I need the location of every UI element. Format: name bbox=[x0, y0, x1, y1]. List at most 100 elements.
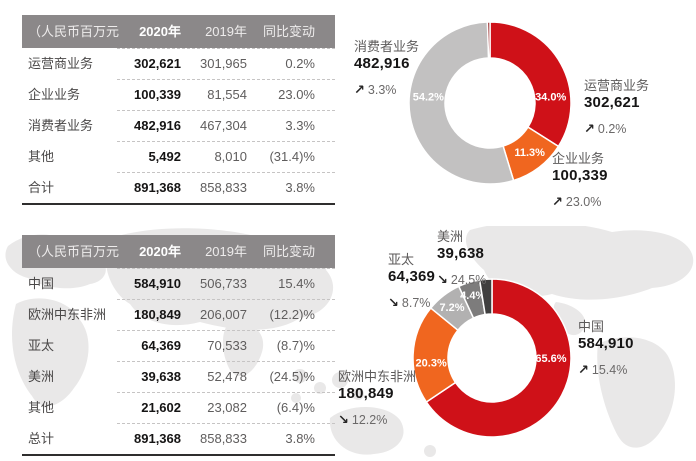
trend-up-icon: ↗ bbox=[354, 82, 365, 97]
value-change: 3.8% bbox=[285, 180, 315, 195]
trend-down-icon: ↘ bbox=[437, 272, 448, 287]
donut-slice-percent-carrier-business: 34.0% bbox=[535, 92, 566, 104]
donut-slice-percent-americas: 4.4% bbox=[460, 290, 485, 302]
value-2020: 100,339 bbox=[134, 87, 181, 102]
value-2019: 23,082 bbox=[207, 400, 247, 415]
column-header-change: 同比变动 bbox=[262, 244, 315, 259]
value-2020: 39,638 bbox=[141, 369, 181, 384]
change-percent: 0.2% bbox=[597, 122, 627, 136]
table-row: 其他 21,602 23,082 (6.4)% bbox=[22, 392, 335, 423]
callout-change: ↘ 24.5% bbox=[437, 272, 486, 289]
donut-chart-by-business: 34.0% 11.3% 54.2% bbox=[408, 21, 572, 185]
revenue-by-region-table: （人民币百万元） 2020年 2019年 同比变动 中国 584,910 506… bbox=[22, 235, 335, 456]
callout-label: 企业业务 bbox=[552, 151, 605, 166]
table-row: 欧洲中东非洲 180,849 206,007 (12.2)% bbox=[22, 299, 335, 330]
callout-label: 亚太 bbox=[388, 252, 415, 267]
callout-asia-pacific: 亚太 64,369 ↘ 8.7% bbox=[388, 252, 435, 312]
column-header-2019: 2019年 bbox=[205, 24, 247, 39]
value-2019: 70,533 bbox=[207, 338, 247, 353]
value-2020: 5,492 bbox=[148, 149, 181, 164]
value-2020: 302,621 bbox=[134, 56, 181, 71]
value-change: 3.8% bbox=[285, 431, 315, 446]
row-label: 总计 bbox=[28, 431, 55, 446]
callout-label: 欧洲中东非洲 bbox=[338, 369, 417, 384]
trend-up-icon: ↗ bbox=[578, 362, 589, 377]
row-label: 亚太 bbox=[28, 338, 55, 353]
row-label: 运营商业务 bbox=[28, 56, 94, 71]
callout-value: 302,621 bbox=[584, 94, 640, 112]
value-2019: 81,554 bbox=[207, 87, 247, 102]
value-2020: 64,369 bbox=[141, 338, 181, 353]
donut-segment-china bbox=[425, 278, 572, 438]
value-2020: 891,368 bbox=[134, 431, 181, 446]
callout-value: 100,339 bbox=[552, 167, 608, 185]
row-label: 消费者业务 bbox=[28, 118, 94, 133]
callout-change: ↗ 3.3% bbox=[354, 82, 419, 99]
table-row: 合计 891,368 858,833 3.8% bbox=[22, 172, 335, 203]
value-2019: 8,010 bbox=[214, 149, 247, 164]
callout-change: ↘ 12.2% bbox=[338, 412, 416, 429]
value-change: (24.5)% bbox=[269, 369, 315, 384]
change-percent: 23.0% bbox=[565, 195, 602, 209]
value-2019: 858,833 bbox=[200, 431, 247, 446]
callout-value: 482,916 bbox=[354, 55, 410, 73]
column-header-unit: （人民币百万元） bbox=[28, 24, 119, 39]
table-row: 企业业务 100,339 81,554 23.0% bbox=[22, 79, 335, 110]
callout-value: 64,369 bbox=[388, 268, 436, 286]
row-label: 中国 bbox=[28, 276, 55, 291]
donut-segment-consumer-business bbox=[408, 21, 515, 185]
donut-slice-percent-asia-pacific: 7.2% bbox=[439, 302, 464, 314]
callout-change: ↘ 8.7% bbox=[388, 295, 435, 312]
donut-slice-percent-enterprise-business: 11.3% bbox=[514, 147, 545, 159]
value-change: 15.4% bbox=[278, 276, 315, 291]
value-2020: 482,916 bbox=[134, 118, 181, 133]
callout-emea: 欧洲中东非洲 180,849 ↘ 12.2% bbox=[338, 369, 416, 429]
callout-china: 中国 584,910 ↗ 15.4% bbox=[578, 319, 634, 379]
table-row: 其他 5,492 8,010 (31.4)% bbox=[22, 141, 335, 172]
row-label: 其他 bbox=[28, 149, 55, 164]
revenue-by-business-table: （人民币百万元） 2020年 2019年 同比变动 运营商业务 302,621 … bbox=[22, 15, 335, 205]
row-label: 欧洲中东非洲 bbox=[28, 307, 107, 322]
column-header-2019: 2019年 bbox=[205, 244, 247, 259]
value-change: 3.3% bbox=[285, 118, 315, 133]
donut-segment-other bbox=[478, 278, 493, 316]
donut-slice-percent-china: 65.6% bbox=[535, 353, 566, 365]
value-2019: 858,833 bbox=[200, 180, 247, 195]
trend-down-icon: ↘ bbox=[338, 412, 349, 427]
value-2020: 180,849 bbox=[134, 307, 181, 322]
row-label: 合计 bbox=[28, 180, 55, 195]
row-label: 其他 bbox=[28, 400, 55, 415]
value-change: (31.4)% bbox=[269, 149, 315, 164]
callout-value: 584,910 bbox=[578, 335, 634, 353]
callout-consumer-business: 消费者业务 482,916 ↗ 3.3% bbox=[354, 39, 419, 99]
trend-up-icon: ↗ bbox=[584, 121, 595, 136]
value-2019: 506,733 bbox=[200, 276, 247, 291]
table-row: 亚太 64,369 70,533 (8.7)% bbox=[22, 330, 335, 361]
callout-change: ↗ 15.4% bbox=[578, 362, 634, 379]
donut-slice-percent-emea: 20.3% bbox=[416, 357, 447, 369]
donut-slice-percent-consumer-business: 54.2% bbox=[413, 92, 444, 104]
table-row: 总计 891,368 858,833 3.8% bbox=[22, 423, 335, 454]
donut-segment-carrier-business bbox=[489, 21, 572, 148]
callout-carrier-business: 运营商业务 302,621 ↗ 0.2% bbox=[584, 78, 649, 138]
value-2020: 21,602 bbox=[141, 400, 181, 415]
value-2019: 301,965 bbox=[200, 56, 247, 71]
change-percent: 8.7% bbox=[401, 296, 431, 310]
value-2019: 206,007 bbox=[200, 307, 247, 322]
callout-label: 消费者业务 bbox=[354, 39, 420, 54]
column-header-change: 同比变动 bbox=[262, 24, 315, 39]
column-header-unit: （人民币百万元） bbox=[28, 244, 119, 259]
callout-value: 180,849 bbox=[338, 385, 394, 403]
table-row: 中国 584,910 506,733 15.4% bbox=[22, 268, 335, 299]
donut-chart-by-region: 65.6% 20.3% 7.2%4.4% bbox=[412, 278, 572, 438]
value-change: (12.2)% bbox=[269, 307, 315, 322]
value-change: 23.0% bbox=[278, 87, 315, 102]
column-header-2020: 2020年 bbox=[139, 24, 181, 39]
callout-change: ↗ 23.0% bbox=[552, 194, 608, 211]
table-body: 中国 584,910 506,733 15.4% 欧洲中东非洲 180,849 … bbox=[22, 268, 335, 456]
callout-americas: 美洲 39,638 ↘ 24.5% bbox=[437, 229, 486, 289]
change-percent: 24.5% bbox=[450, 273, 487, 287]
value-change: (6.4)% bbox=[276, 400, 315, 415]
callout-change: ↗ 0.2% bbox=[584, 121, 649, 138]
